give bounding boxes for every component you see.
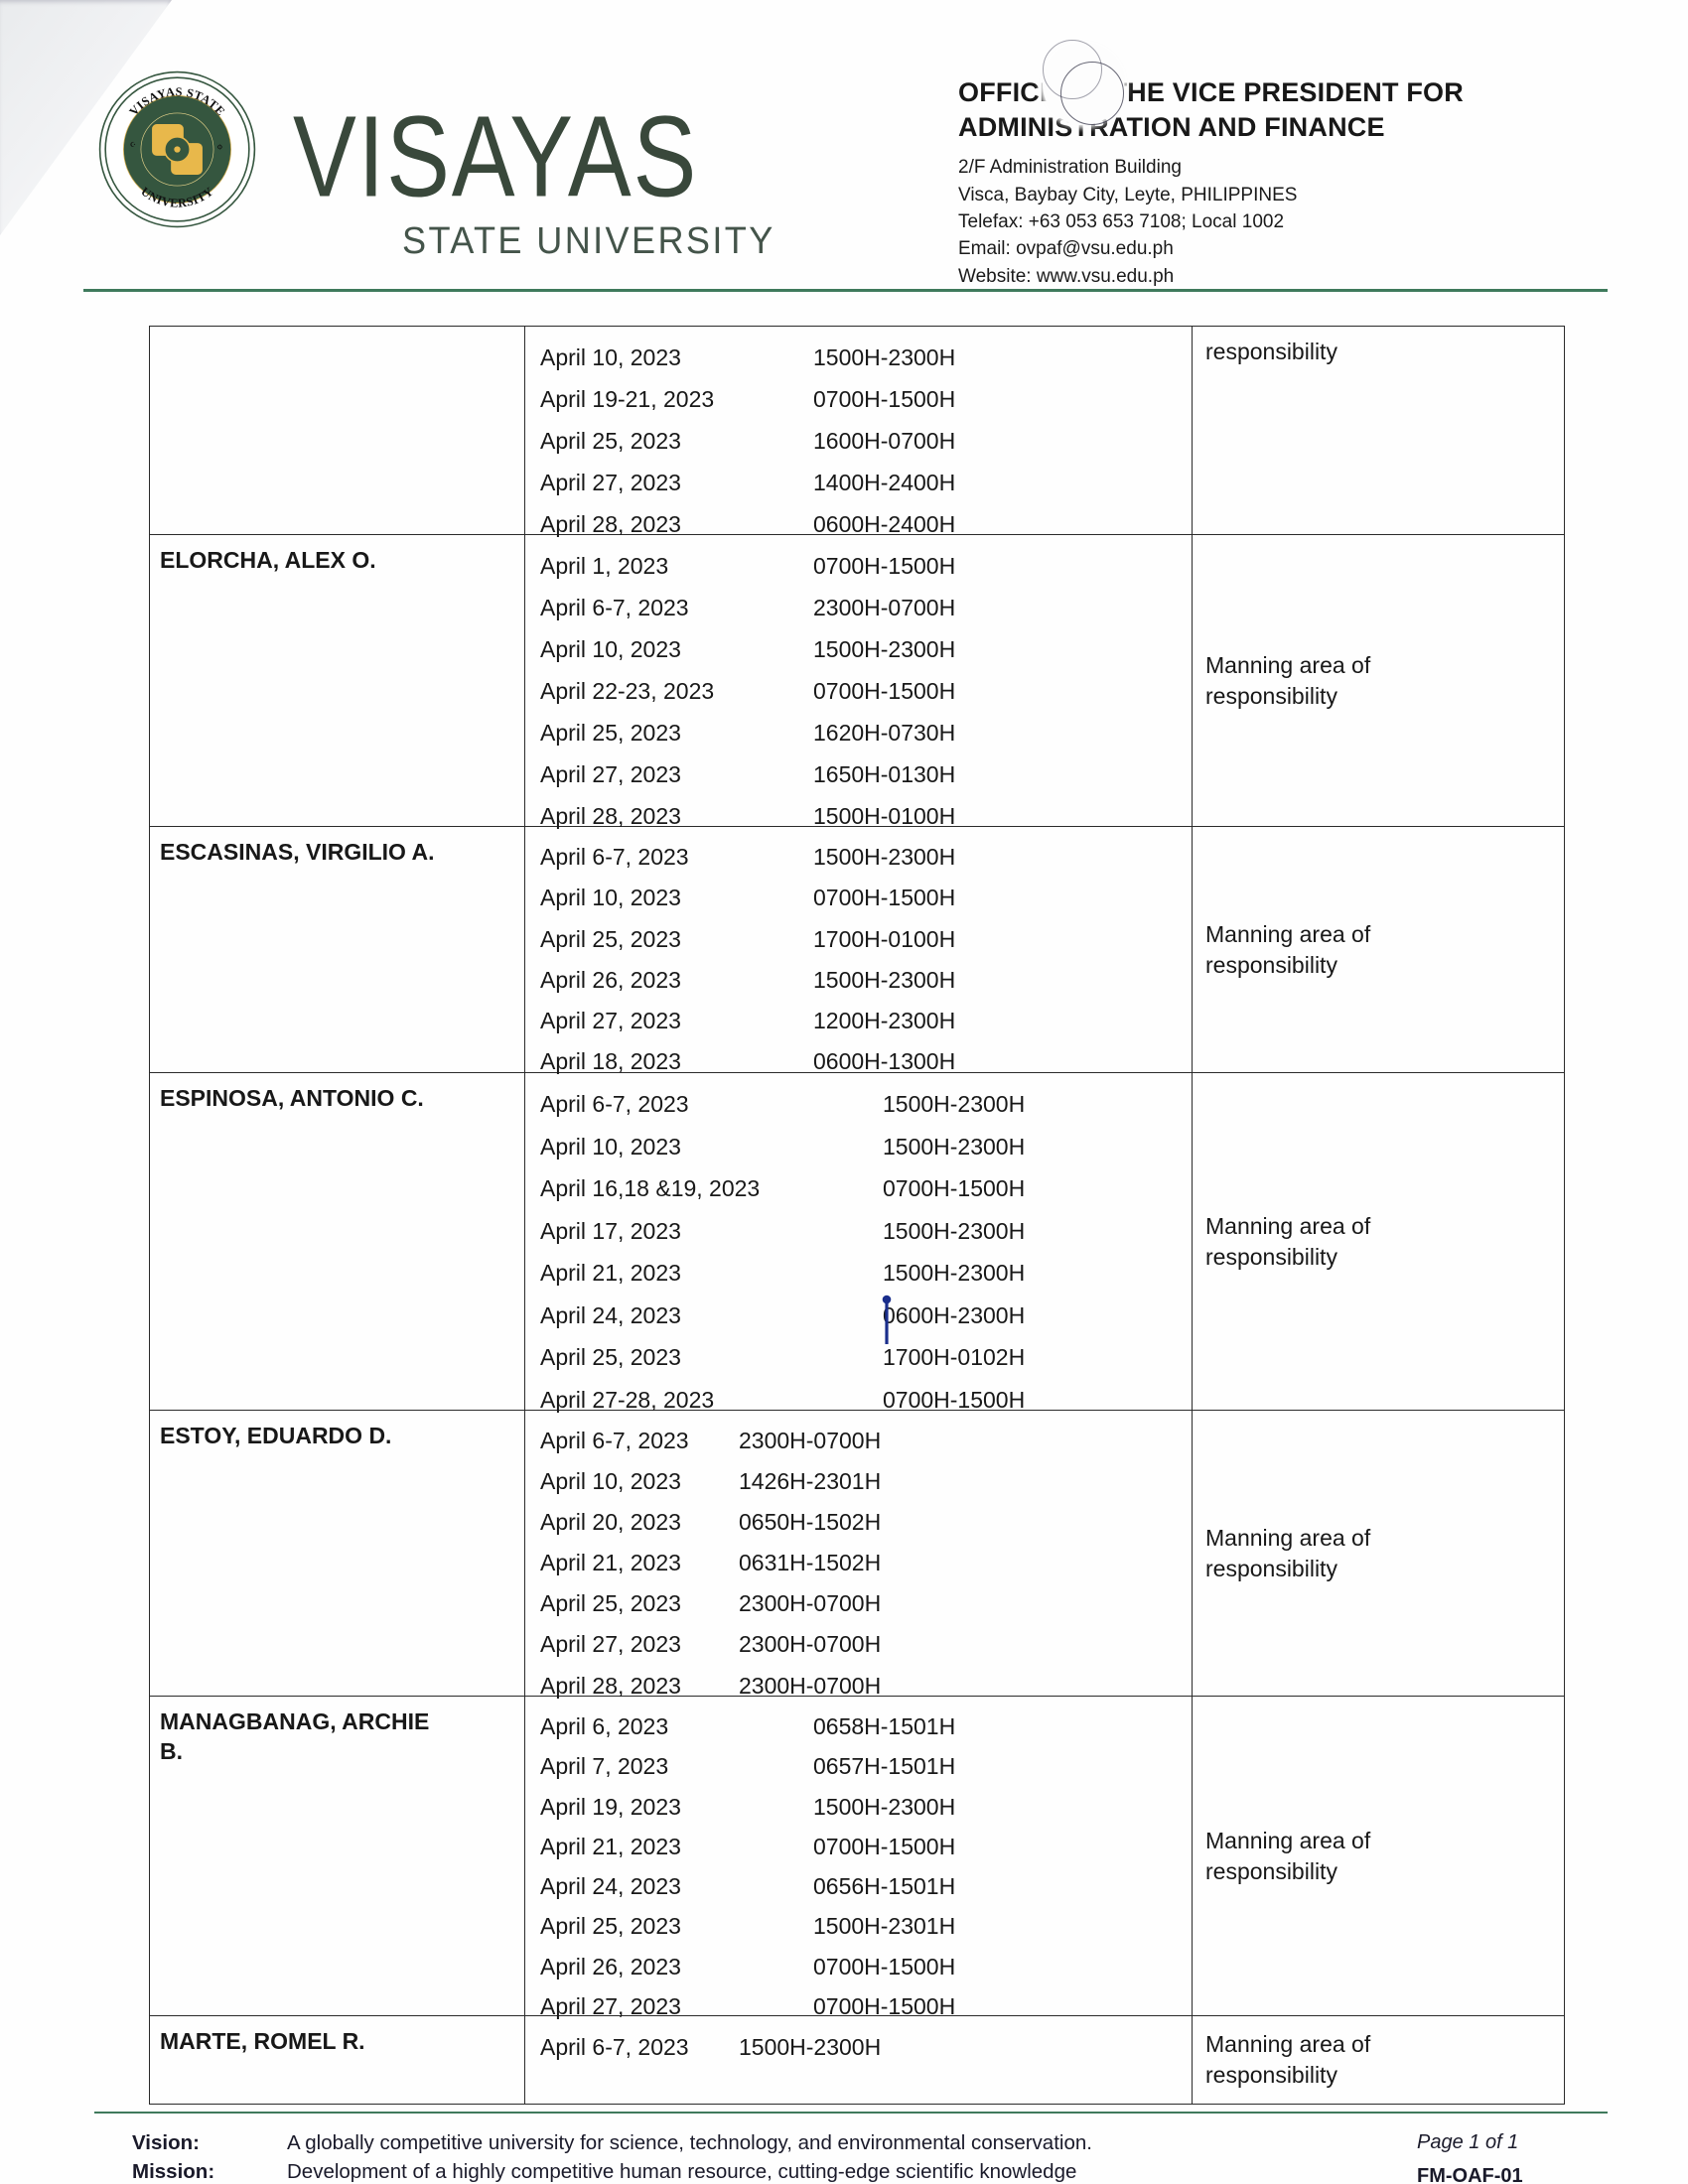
svg-text:☪: ☪ [130, 141, 136, 149]
svg-text:⚙: ⚙ [216, 144, 222, 152]
